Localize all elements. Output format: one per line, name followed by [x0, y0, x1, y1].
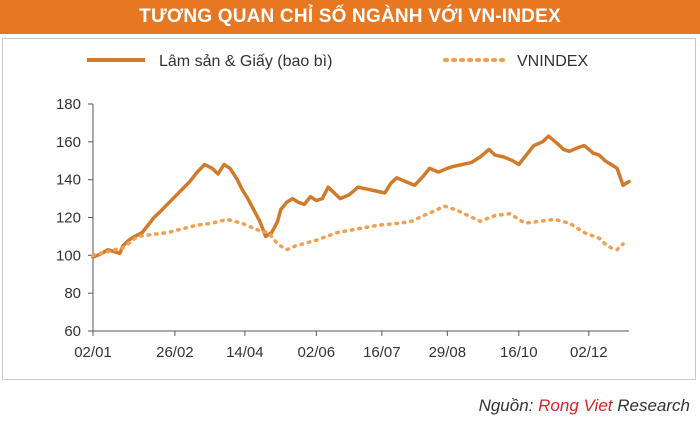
x-tick-label: 16/07 [363, 344, 401, 361]
x-tick-label: 02/12 [570, 344, 608, 361]
series-layer [91, 134, 631, 259]
x-tick-label: 16/10 [500, 344, 538, 361]
x-tick-label: 14/04 [226, 344, 264, 361]
x-tick-label: 26/02 [156, 344, 194, 361]
legend-label-index: VNINDEX [517, 53, 588, 70]
line-chart: Lâm sản & Giấy (bao bì) VNINDEX 180 160 14… [56, 53, 631, 361]
chart-title: TƯƠNG QUAN CHỈ SỐ NGÀNH VỚI VN-INDEX [139, 6, 561, 27]
source-brand: Rong Viet [538, 396, 613, 415]
y-tick-label: 60 [64, 323, 81, 340]
y-tick-label: 120 [56, 210, 81, 227]
chart-frame: Lâm sản & Giấy (bao bì) VNINDEX 180 160 14… [2, 38, 696, 380]
x-tick-label: 02/01 [74, 344, 112, 361]
x-tick-label: 02/06 [298, 344, 336, 361]
tick-labels: 180 160 140 120 100 80 60 02/01 26/02 14/04 02/06 1… [56, 96, 608, 361]
source-note: Nguồn: Rong Viet Research [479, 396, 690, 416]
axes [88, 103, 629, 336]
series-line-vnindex [91, 204, 625, 258]
legend: Lâm sản & Giấy (bao bì) VNINDEX [87, 53, 588, 70]
chart-title-bar: TƯƠNG QUAN CHỈ SỐ NGÀNH VỚI VN-INDEX [0, 0, 700, 34]
legend-label-sector: Lâm sản & Giấy (bao bì) [159, 53, 332, 70]
y-tick-label: 100 [56, 247, 81, 264]
y-tick-label: 140 [56, 172, 81, 189]
x-tick-label: 29/08 [429, 344, 467, 361]
y-tick-label: 80 [64, 285, 81, 302]
y-tick-label: 160 [56, 134, 81, 151]
source-label: Nguồn: [478, 396, 534, 415]
source-suffix: Research [617, 396, 690, 415]
y-tick-label: 180 [56, 96, 81, 113]
series-line-sector [91, 134, 631, 259]
